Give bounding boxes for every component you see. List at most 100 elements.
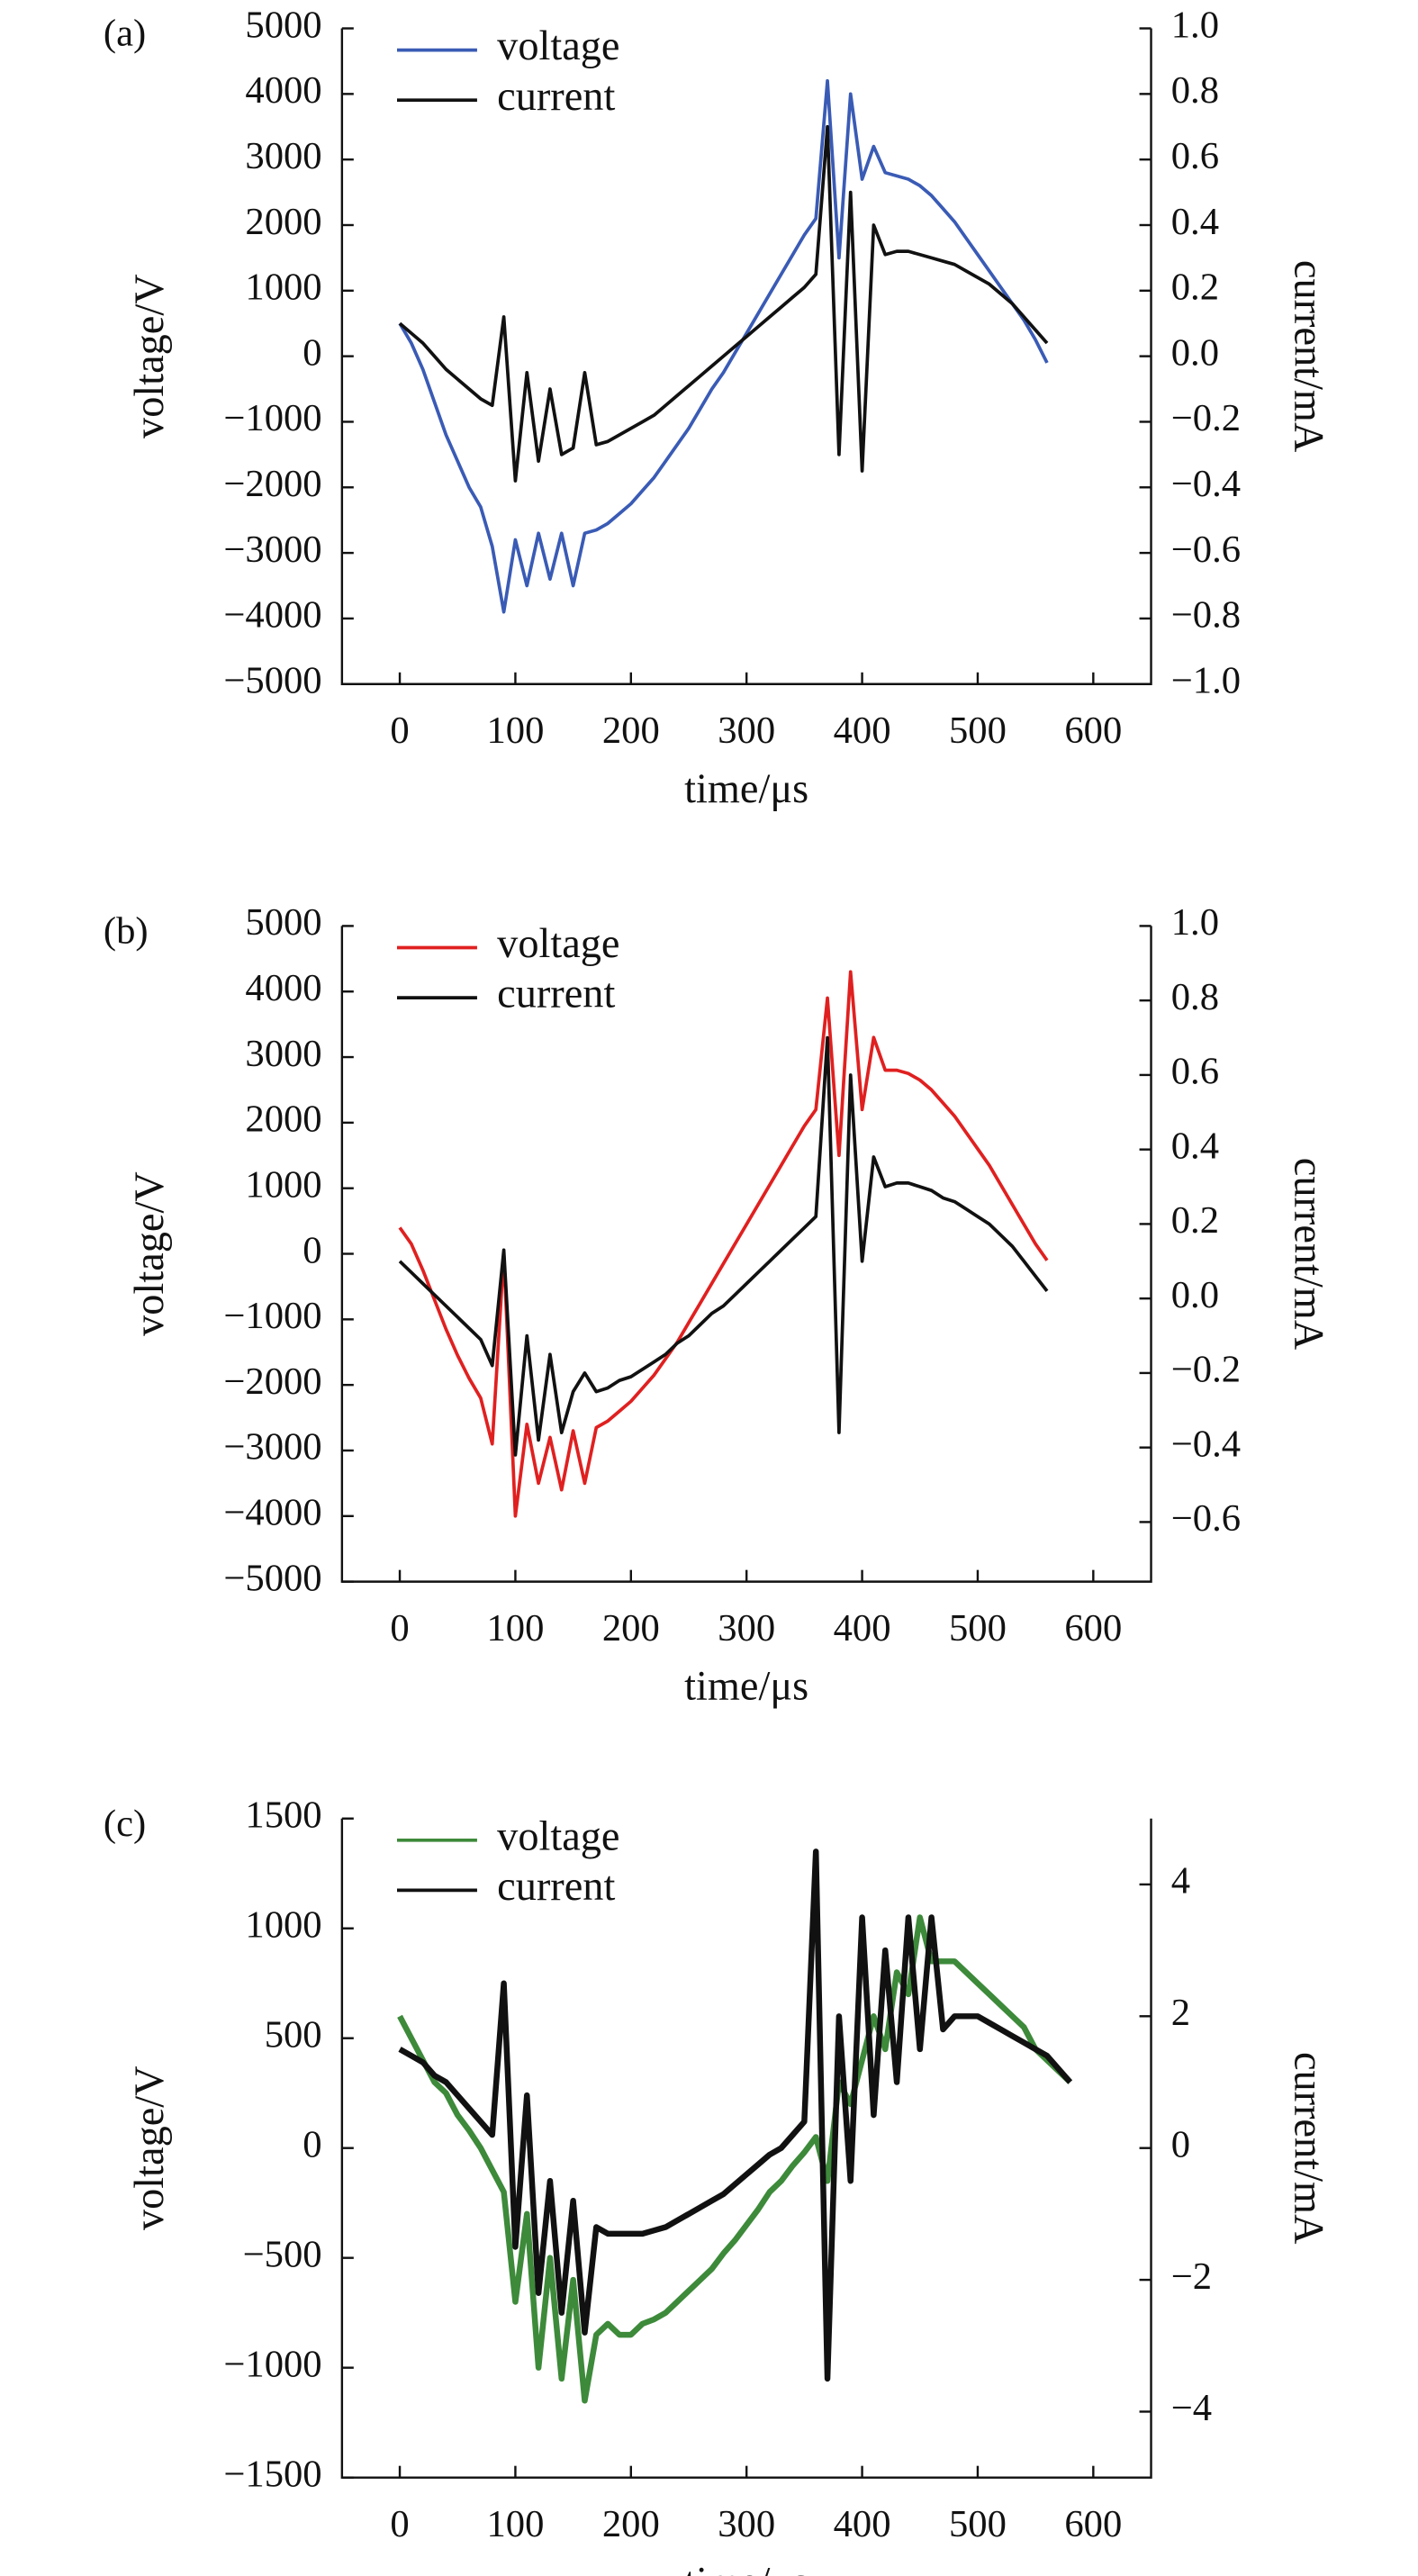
legend-label: current xyxy=(497,74,615,120)
x-tick-label: 400 xyxy=(834,2503,891,2545)
y-tick-label: −5000 xyxy=(223,1557,321,1599)
panel-label: (c) xyxy=(104,1803,146,1845)
panel-label: (b) xyxy=(104,909,149,952)
x-axis-label: time/μs xyxy=(684,2560,808,2576)
axes xyxy=(340,28,1152,685)
x-tick-label: 500 xyxy=(949,1607,1007,1650)
y-tick-label: 0 xyxy=(303,331,321,374)
y2-tick-label: 0 xyxy=(1171,2123,1190,2165)
y-axis-label: voltage/V xyxy=(127,1171,173,1336)
y-tick-label: −1000 xyxy=(223,2343,321,2385)
x-tick-label: 600 xyxy=(1064,710,1122,752)
y2-tick-label: 0.0 xyxy=(1171,331,1219,374)
panel-label: (a) xyxy=(104,13,146,55)
y2-tick-label: 4 xyxy=(1171,1860,1190,1903)
legend-label: current xyxy=(497,972,615,1017)
y-tick-label: 1000 xyxy=(245,1904,321,1947)
y2-tick-label: 0.6 xyxy=(1171,135,1219,177)
y-tick-label: 5000 xyxy=(245,4,321,46)
y-tick-label: −4000 xyxy=(223,594,321,637)
axes xyxy=(340,926,1152,1583)
x-tick-label: 100 xyxy=(486,2503,544,2545)
y2-tick-label: −0.4 xyxy=(1171,463,1241,505)
y2-tick-label: 0.4 xyxy=(1171,201,1219,243)
x-tick-label: 0 xyxy=(390,2503,409,2545)
y2-tick-label: −0.2 xyxy=(1171,397,1241,439)
y2-tick-label: −0.6 xyxy=(1171,529,1241,571)
x-axis-label: time/μs xyxy=(684,1664,808,1710)
y2-tick-label: 1.0 xyxy=(1171,4,1219,46)
x-tick-label: 600 xyxy=(1064,2503,1122,2545)
axes xyxy=(340,1818,1152,2479)
y2-tick-label: 0.6 xyxy=(1171,1051,1219,1093)
y-tick-label: 5000 xyxy=(245,901,321,944)
y-tick-label: −3000 xyxy=(223,529,321,571)
legend-label: voltage xyxy=(497,921,619,967)
legend-label: voltage xyxy=(497,23,619,69)
y2-tick-label: 0.8 xyxy=(1171,69,1219,112)
x-axis-label: time/μs xyxy=(684,766,808,812)
x-tick-label: 100 xyxy=(486,710,544,752)
series-line xyxy=(398,124,1049,483)
y2-tick-label: 1.0 xyxy=(1171,901,1219,944)
legend-label: voltage xyxy=(497,1813,619,1859)
y-tick-label: 2000 xyxy=(245,1098,321,1141)
y2-axis-label: current/mA xyxy=(1285,1158,1331,1351)
x-tick-label: 400 xyxy=(834,710,891,752)
y2-axis-label: current/mA xyxy=(1285,2052,1331,2245)
series-line xyxy=(398,970,1049,1518)
y2-tick-label: −0.8 xyxy=(1171,594,1241,637)
y2-tick-label: 0.2 xyxy=(1171,1199,1219,1242)
y-tick-label: −1000 xyxy=(223,1295,321,1337)
y2-tick-label: −4 xyxy=(1171,2387,1212,2429)
y-tick-label: 1000 xyxy=(245,267,321,309)
y-tick-label: 0 xyxy=(303,1229,321,1271)
y-tick-label: 500 xyxy=(265,2013,322,2056)
x-tick-label: 300 xyxy=(718,1607,775,1650)
y-tick-label: −1000 xyxy=(223,397,321,439)
x-tick-label: 600 xyxy=(1064,1607,1122,1650)
y2-tick-label: −2 xyxy=(1171,2255,1212,2298)
y-tick-label: 3000 xyxy=(245,135,321,177)
series-line xyxy=(397,1914,1072,2404)
y-tick-label: 2000 xyxy=(245,201,321,243)
y-tick-label: −2000 xyxy=(223,463,321,505)
y2-tick-label: −0.6 xyxy=(1171,1497,1241,1540)
y2-tick-label: 0.8 xyxy=(1171,976,1219,1018)
y-tick-label: −1500 xyxy=(223,2453,321,2495)
y2-tick-label: 0.4 xyxy=(1171,1125,1219,1167)
y-tick-label: 1000 xyxy=(245,1163,321,1206)
x-tick-label: 300 xyxy=(718,710,775,752)
y2-tick-label: −0.4 xyxy=(1171,1423,1241,1465)
y-tick-label: 4000 xyxy=(245,69,321,112)
series-line xyxy=(398,1035,1049,1457)
x-tick-label: 0 xyxy=(390,710,409,752)
series-line xyxy=(398,78,1049,614)
y2-tick-label: −1.0 xyxy=(1171,660,1241,702)
y2-tick-label: 0.2 xyxy=(1171,267,1219,309)
panel: 0 100 200 300 400 500 600 −1500 −1000 −500 0 500 100… xyxy=(104,1794,1331,2576)
x-tick-label: 400 xyxy=(834,1607,891,1650)
x-tick-label: 500 xyxy=(949,2503,1007,2545)
y-tick-label: 0 xyxy=(303,2123,321,2165)
y-tick-label: −5000 xyxy=(223,660,321,702)
y2-tick-label: 2 xyxy=(1171,1992,1190,2034)
x-tick-label: 500 xyxy=(949,710,1007,752)
y-tick-label: −2000 xyxy=(223,1360,321,1403)
x-tick-label: 200 xyxy=(602,710,660,752)
y-axis-label: voltage/V xyxy=(127,2065,173,2230)
series-line xyxy=(398,1848,1073,2382)
y-tick-label: −500 xyxy=(243,2233,322,2275)
x-tick-label: 200 xyxy=(602,1607,660,1650)
y-tick-label: 1500 xyxy=(245,1794,321,1837)
y-tick-label: −4000 xyxy=(223,1492,321,1534)
y-tick-label: 4000 xyxy=(245,967,321,1009)
x-tick-label: 200 xyxy=(602,2503,660,2545)
legend-label: current xyxy=(497,1864,615,1910)
panel: 0 100 200 300 400 500 600 −5000 −4000 −3000 −2000 −… xyxy=(104,4,1331,811)
x-tick-label: 0 xyxy=(390,1607,409,1650)
panel: 0 100 200 300 400 500 600 −5000 −4000 −3000 −2000 −… xyxy=(104,901,1331,1709)
y2-axis-label: current/mA xyxy=(1285,260,1331,453)
y-tick-label: 3000 xyxy=(245,1033,321,1075)
